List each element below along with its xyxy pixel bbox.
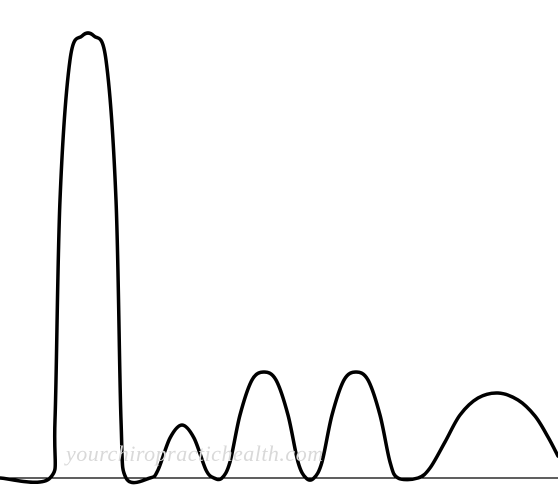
chart-container: yourchiropractichealth.com	[0, 0, 558, 503]
waveform-plot	[0, 0, 558, 503]
waveform-curve	[0, 33, 558, 483]
